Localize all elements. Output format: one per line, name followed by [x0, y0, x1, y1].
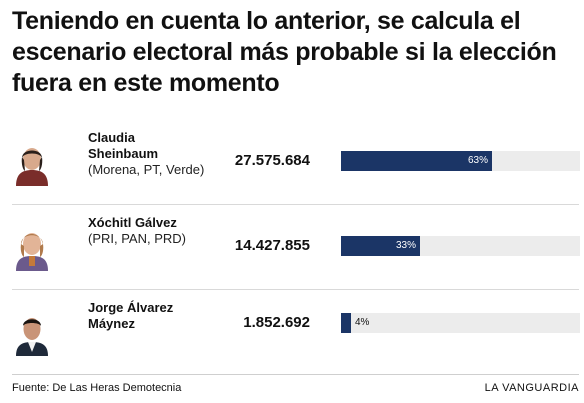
candidate-name: Claudia Sheinbaum	[88, 130, 159, 161]
footer-divider	[12, 374, 579, 375]
brand-logo: LA VANGUARDIA	[484, 382, 579, 394]
portrait-icon	[12, 225, 52, 271]
portrait-icon	[12, 140, 52, 186]
candidate-label: Jorge Álvarez Máynez	[88, 300, 208, 332]
chart-title: Teniendo en cuenta lo anterior, se calcu…	[12, 7, 557, 97]
bar-track: 4%	[341, 313, 580, 333]
candidate-party: (Morena, PT, Verde)	[88, 162, 205, 177]
percent-label: 4%	[355, 317, 370, 328]
percent-label: 33%	[395, 240, 416, 251]
row-divider	[12, 204, 579, 205]
bar-track: 33%	[341, 236, 580, 256]
vote-count: 1.852.692	[243, 314, 310, 331]
source-note: Fuente: De Las Heras Demotecnia	[12, 382, 182, 394]
candidate-row-galvez: Xóchitl Gálvez (PRI, PAN, PRD) 14.427.85…	[12, 205, 580, 289]
candidate-row-alvarez-maynez: Jorge Álvarez Máynez 1.852.692 4%	[12, 290, 580, 374]
percent-label: 63%	[467, 155, 488, 166]
candidate-label: Xóchitl Gálvez (PRI, PAN, PRD)	[88, 215, 208, 247]
bar-galvez	[341, 236, 420, 256]
vote-count: 27.575.684	[234, 152, 310, 169]
bar-sheinbaum	[341, 151, 492, 171]
bar-alvarez-maynez	[341, 313, 351, 333]
candidate-name: Xóchitl Gálvez	[88, 215, 177, 230]
bar-track: 63%	[341, 151, 580, 171]
candidate-name: Jorge Álvarez Máynez	[88, 300, 174, 331]
vote-count: 14.427.855	[234, 237, 310, 254]
row-divider	[12, 289, 579, 290]
candidate-row-sheinbaum: Claudia Sheinbaum (Morena, PT, Verde) 27…	[12, 120, 580, 204]
portrait-icon	[12, 310, 52, 356]
candidate-party: (PRI, PAN, PRD)	[88, 231, 186, 246]
candidate-label: Claudia Sheinbaum (Morena, PT, Verde)	[88, 130, 208, 178]
